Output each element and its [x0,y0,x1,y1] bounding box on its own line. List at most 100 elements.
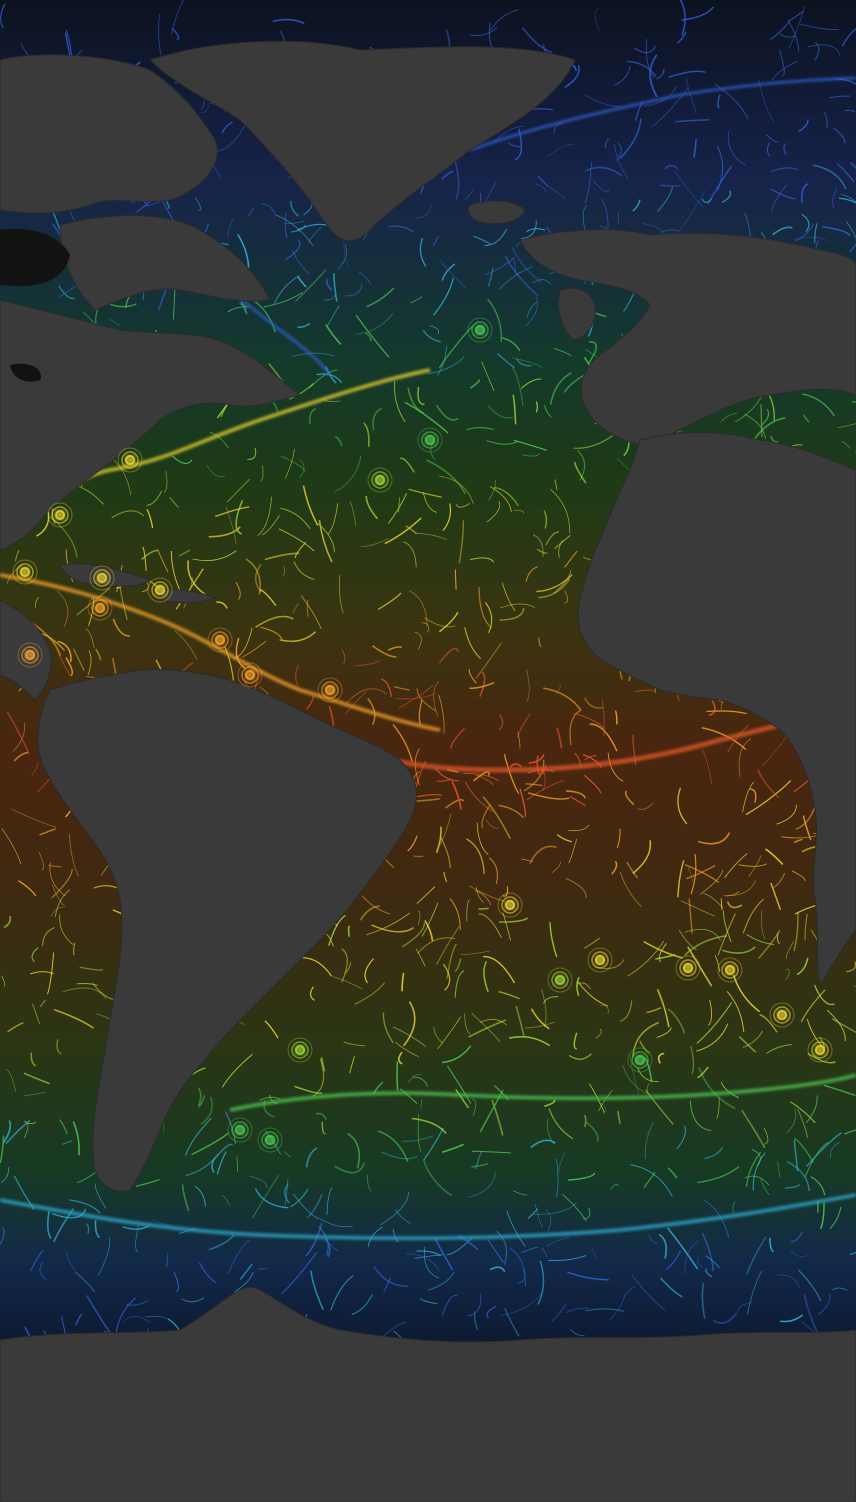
current-streamline [23,1072,50,1085]
current-streamline [335,436,343,447]
current-streamline [530,1139,556,1149]
current-streamline [282,566,286,577]
europe [519,229,856,446]
current-streamline [594,7,601,32]
current-streamline [684,934,728,957]
current-streamline [475,887,484,903]
current-streamline [568,1053,592,1060]
current-streamline [796,957,809,976]
current-streamline [791,870,806,882]
current-streamline [442,1045,472,1064]
current-streamline [801,213,810,232]
current-streamline [337,243,347,270]
current-streamline [86,1223,90,1234]
current-streamline [18,880,37,897]
current-streamline [721,190,732,203]
current-streamline [526,301,538,318]
current-streamline [398,1051,403,1065]
current-streamline [570,1329,585,1336]
current-streamline [483,955,516,984]
current-streamline [759,1014,778,1033]
current-streamline [490,9,519,31]
current-streamline [585,1308,625,1312]
current-streamline [614,710,618,725]
current-streamline [284,448,295,479]
current-streamline [200,1096,213,1125]
current-streamline [732,974,761,1013]
current-streamline [696,1023,729,1052]
current-streamline [648,1234,658,1245]
current-streamline [543,687,582,712]
current-streamline [556,833,572,843]
current-streamline [666,1250,681,1270]
current-streamline [541,1247,548,1258]
current-streamline [421,622,430,633]
current-streamline [473,1311,479,1331]
current-streamline [473,235,491,245]
current-streamline [832,1018,856,1034]
current-streamline [766,141,771,157]
current-streamline [392,723,413,762]
current-streamline [383,1321,408,1337]
current-streamline [85,628,95,649]
current-streamline [521,378,542,389]
current-streamline [112,618,131,637]
current-streamline [405,1253,440,1272]
current-streamline [464,1013,471,1035]
current-streamline [255,615,294,628]
current-streamline [779,33,796,38]
current-streamline [54,1008,94,1029]
current-streamline [31,1003,41,1025]
current-streamline [684,1241,698,1274]
current-streamline [414,631,422,650]
current-streamline [610,1184,620,1190]
current-streamline [371,645,397,658]
current-streamline [478,587,493,629]
eddy [367,467,393,493]
current-streamline [503,753,520,794]
current-streamline [656,69,665,80]
current-streamline [297,276,307,288]
current-jet [0,573,441,732]
current-streamline [468,1171,497,1198]
current-streamline [584,937,601,949]
current-streamline [361,895,391,915]
current-streamline [170,550,181,592]
current-streamline [487,404,514,419]
current-streamline [194,1185,207,1207]
current-streamline [252,1174,280,1219]
current-streamline [623,1286,636,1299]
current-streamline [789,1249,809,1257]
current-streamline [783,143,787,156]
current-streamline [635,689,654,692]
current-streamline [823,112,828,129]
current-streamline [619,118,642,160]
current-streamline [802,815,812,841]
current-streamline [526,669,530,702]
land-masses [0,40,856,1502]
current-streamline [464,627,482,660]
current-streamline [657,1052,665,1064]
current-streamline [722,946,756,954]
current-streamline [381,1151,418,1160]
current-streamline [753,417,786,440]
current-streamline [367,1226,383,1248]
current-streamline [458,520,465,564]
current-streamline [527,792,570,800]
current-streamline [272,18,305,25]
current-streamline [5,1119,31,1145]
current-streamline [146,490,163,506]
current-streamline [475,774,494,786]
current-streamline [466,426,494,431]
current-streamline [527,1208,539,1219]
current-streamline [297,322,311,329]
current-streamline [765,848,784,866]
current-streamline [396,1061,399,1091]
current-streamline [371,924,414,933]
current-streamline [416,886,436,904]
current-jet [0,1193,856,1241]
current-streamline [688,898,693,934]
hispaniola [159,589,217,604]
current-streamline [72,1121,80,1156]
current-streamline [446,1236,474,1256]
